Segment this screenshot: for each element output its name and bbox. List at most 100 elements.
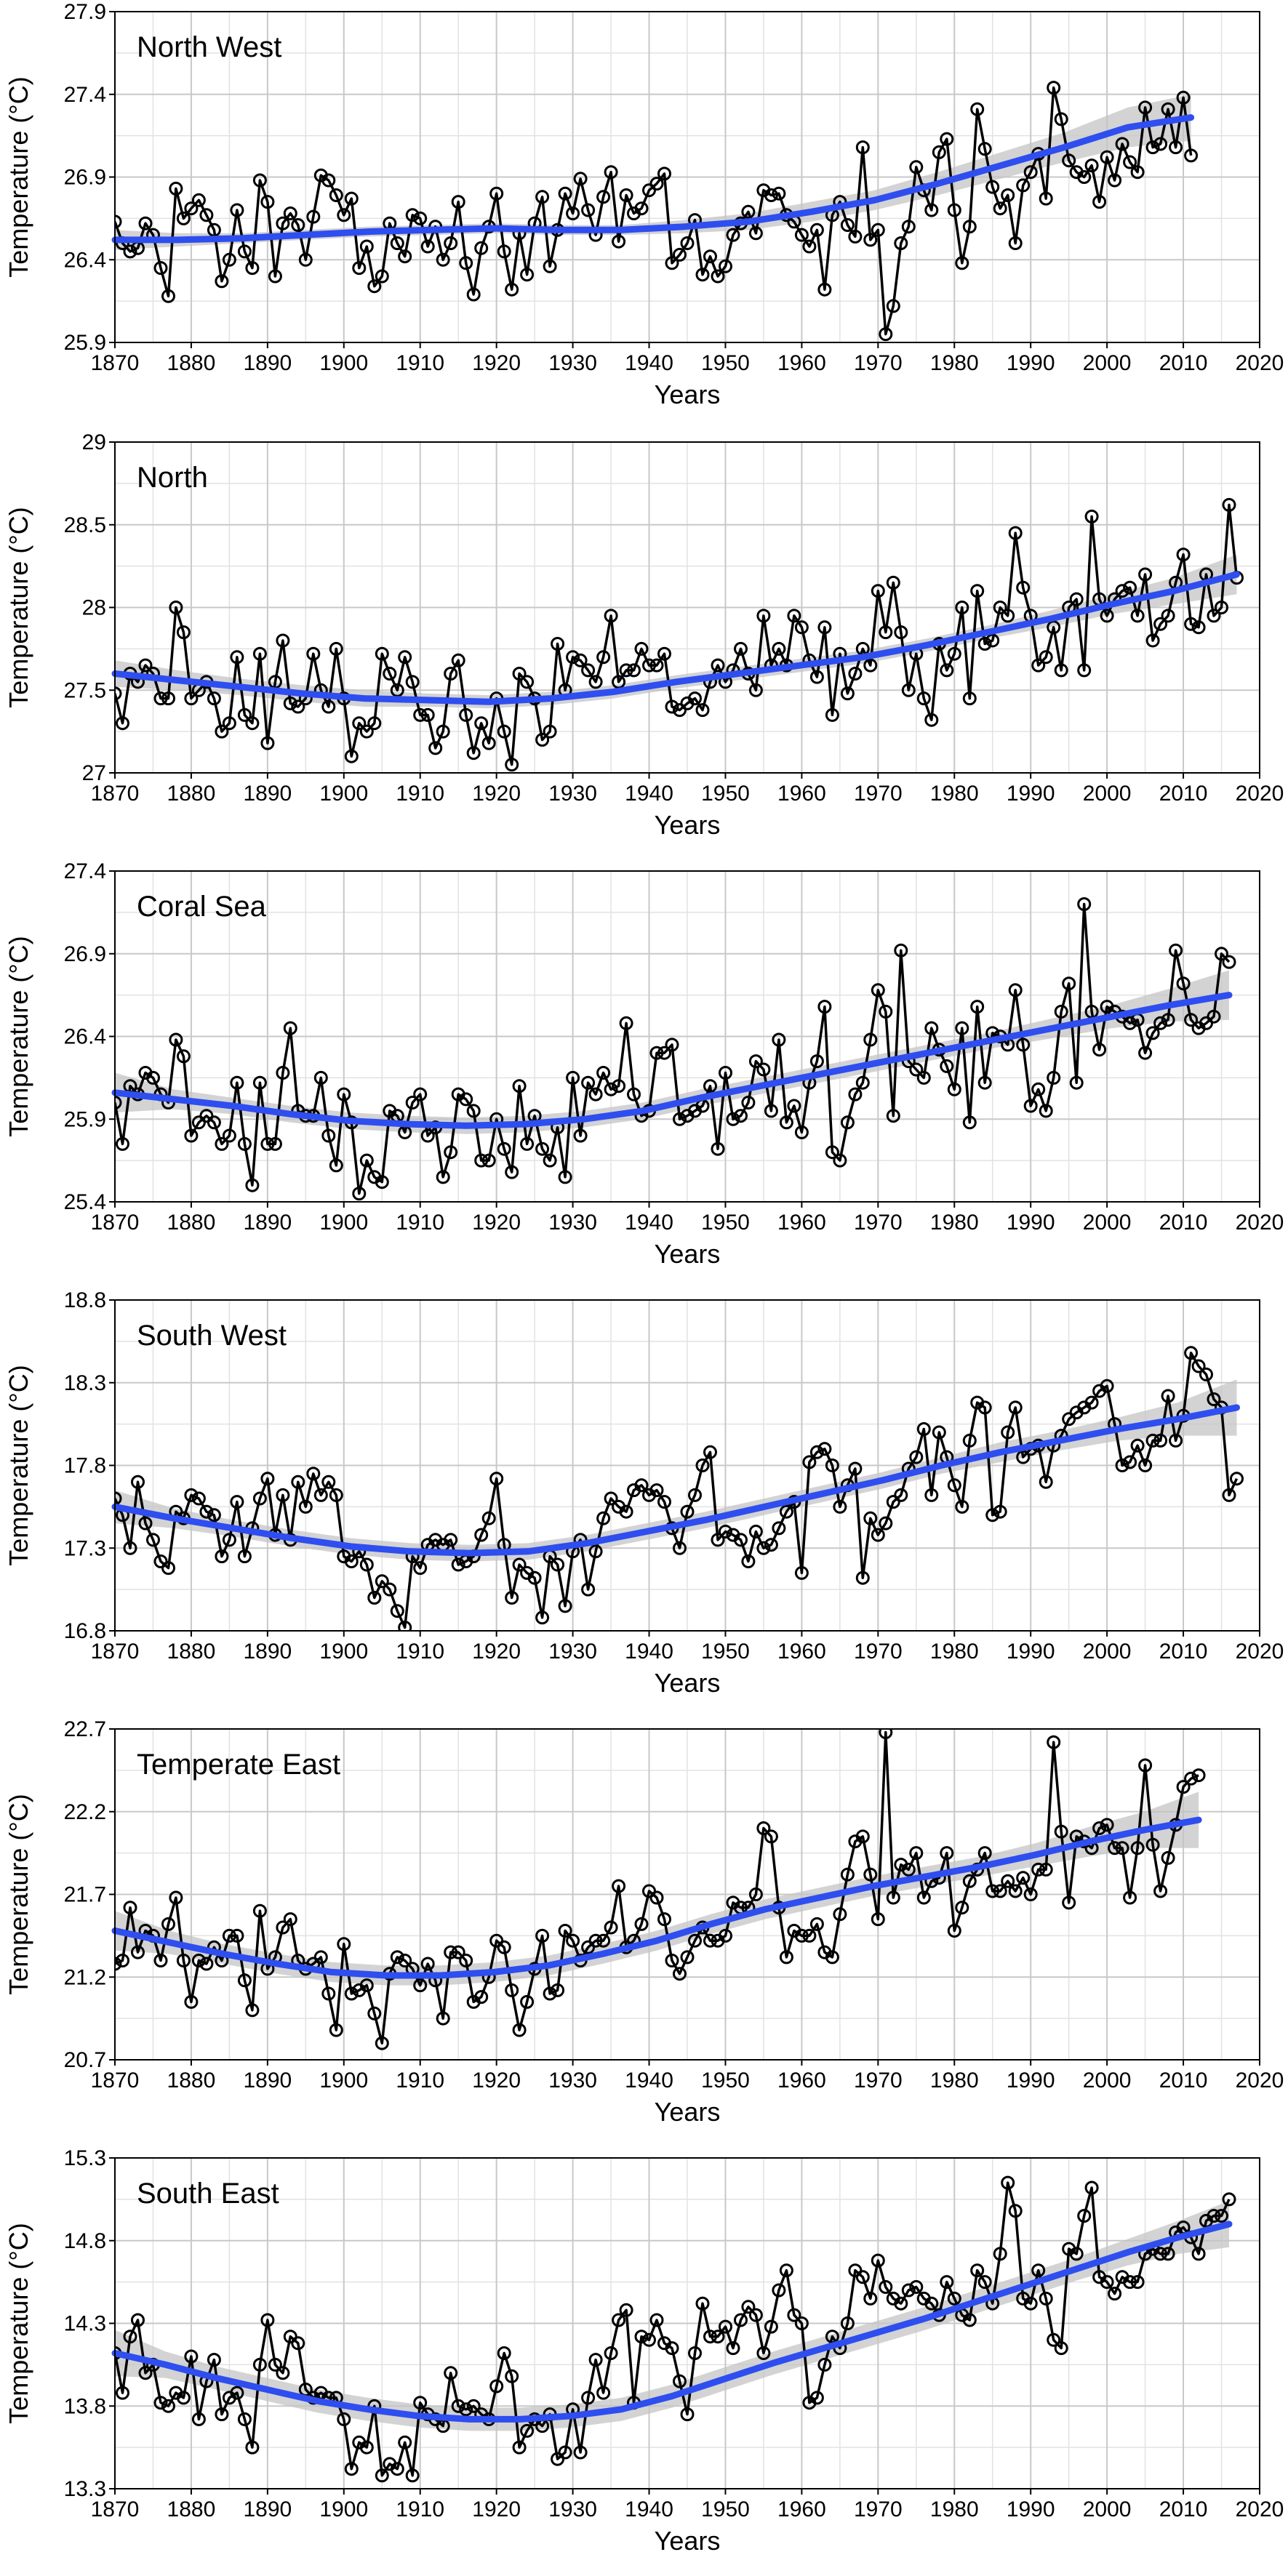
x-axis-title: Years (655, 380, 721, 409)
data-point (1161, 2247, 1175, 2261)
x-tick-label: 1960 (777, 1211, 826, 1235)
data-point (1138, 1046, 1153, 1060)
data-point (459, 1954, 473, 1967)
data-point (237, 1136, 252, 1151)
data-point (276, 1488, 290, 1502)
data-point (398, 1621, 412, 1631)
x-tick-label: 2010 (1159, 2069, 1208, 2093)
data-point (588, 1933, 603, 1948)
data-point (1069, 592, 1084, 606)
trend-line (111, 2220, 1233, 2423)
data-point (977, 1075, 992, 1090)
x-tick-label: 1950 (701, 782, 750, 806)
data-point (1039, 1104, 1053, 1118)
data-point (581, 2391, 596, 2405)
data-point (772, 186, 786, 201)
data-point (794, 228, 809, 242)
data-point (230, 1928, 244, 1943)
data-point (695, 2296, 710, 2311)
data-point (680, 1950, 695, 1965)
data-point (825, 1458, 839, 1472)
data-point (955, 256, 969, 270)
data-point (1008, 983, 1023, 998)
data-point (734, 2313, 748, 2327)
data-point (909, 1846, 924, 1861)
data-point (1161, 609, 1175, 623)
data-point (794, 620, 809, 635)
data-point (680, 236, 695, 250)
data-point (551, 637, 565, 651)
data-point (1145, 1837, 1160, 1852)
data-point (252, 173, 267, 188)
data-point (1016, 1450, 1031, 1464)
data-point (444, 236, 458, 250)
data-point (940, 2275, 954, 2290)
data-point (405, 208, 420, 222)
data-point (222, 1533, 236, 1547)
data-point (833, 1907, 847, 1922)
data-point (719, 2319, 732, 2334)
y-tick-label: 14.3 (64, 2312, 106, 2336)
data-point (1222, 1488, 1236, 1502)
data-point (512, 2440, 527, 2455)
data-point (665, 2341, 679, 2356)
data-point (497, 1940, 511, 1954)
data-point (1191, 1359, 1206, 1373)
x-tick-label: 1950 (701, 1211, 750, 1235)
x-tick-label: 1870 (91, 1640, 140, 1664)
data-point (527, 1570, 542, 1585)
data-point (131, 1945, 145, 1959)
data-point (1100, 2275, 1114, 2290)
data-point (665, 699, 679, 714)
data-point (947, 1478, 961, 1493)
y-tick-label: 26.9 (64, 942, 106, 966)
data-point (848, 1461, 863, 1476)
x-tick-label: 1880 (167, 782, 216, 806)
data-point (619, 188, 633, 202)
data-point (459, 256, 473, 270)
data-point (390, 236, 404, 250)
data-point (619, 663, 633, 678)
data-point (375, 646, 389, 661)
data-point (252, 1903, 267, 1918)
x-tick-label: 2010 (1159, 1640, 1208, 1664)
data-point (711, 658, 725, 673)
y-axis-title: Temperature (°C) (4, 936, 33, 1136)
data-point (115, 686, 122, 701)
data-point (840, 686, 855, 701)
data-point (962, 1433, 977, 1448)
data-point (451, 195, 465, 209)
x-axis-title: Years (655, 1668, 721, 1698)
data-point (817, 620, 832, 635)
data-point (993, 1884, 1007, 1898)
data-point (924, 1488, 939, 1502)
data-point (1054, 1824, 1068, 1839)
data-point (390, 683, 404, 697)
data-point (451, 653, 465, 667)
data-point (115, 1957, 122, 1971)
data-point (817, 2357, 832, 2372)
data-point (237, 2412, 252, 2426)
x-tick-label: 1890 (243, 2497, 292, 2521)
data-point (871, 983, 885, 998)
data-point (940, 663, 954, 678)
data-point (215, 2407, 229, 2422)
data-point (245, 2440, 260, 2455)
data-point (1130, 2275, 1145, 2290)
data-point (924, 713, 939, 727)
x-tick-label: 1990 (1007, 1640, 1055, 1664)
x-tick-label: 1890 (243, 782, 292, 806)
data-point (497, 244, 511, 259)
data-point (596, 1933, 611, 1948)
data-point (1047, 1735, 1061, 1749)
data-point (1100, 609, 1114, 623)
data-point (734, 1533, 748, 1547)
data-point (161, 2399, 175, 2413)
data-point (573, 172, 588, 186)
data-point (398, 650, 412, 665)
x-tick-label: 1920 (472, 2069, 521, 2093)
data-point (176, 211, 191, 225)
y-tick-label: 25.9 (64, 331, 106, 355)
data-point (794, 1125, 809, 1139)
